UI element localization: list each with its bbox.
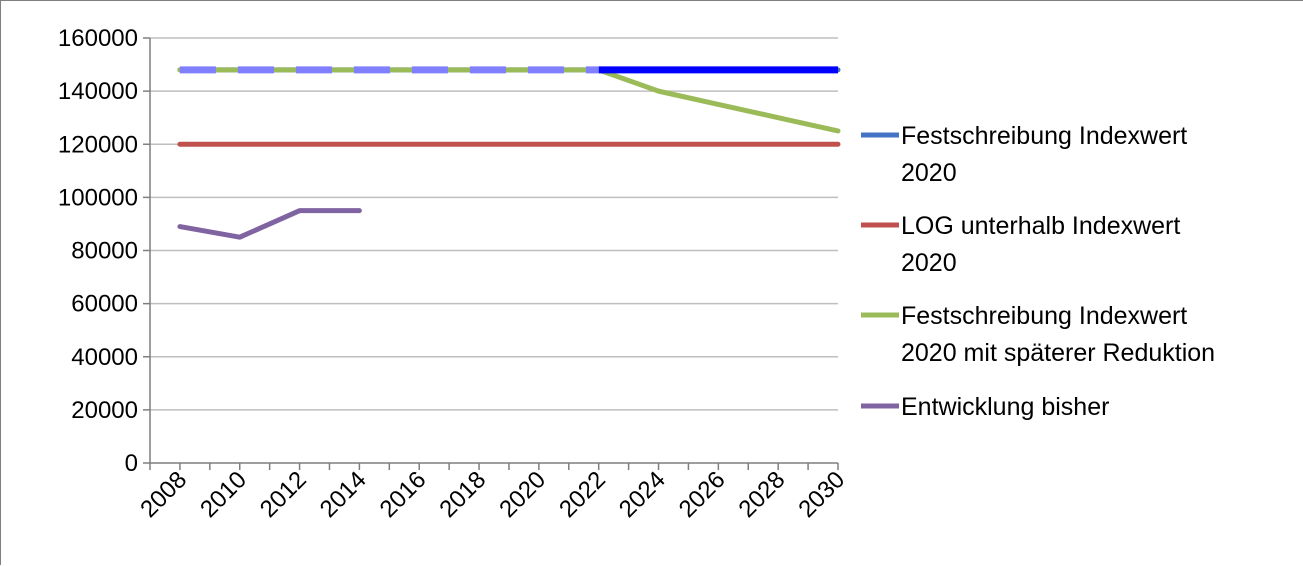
y-tick-label: 140000 xyxy=(58,78,138,105)
grid xyxy=(150,37,838,411)
y-tick-label: 40000 xyxy=(71,344,138,371)
legend-label: Festschreibung Indexwert xyxy=(901,302,1187,330)
legend-label: 2020 mit späterer Reduktion xyxy=(901,339,1215,367)
y-tick-label: 60000 xyxy=(71,291,138,318)
plot-area xyxy=(177,66,841,240)
x-tick-label: 2016 xyxy=(375,466,432,523)
legend-label: 2020 xyxy=(901,249,957,277)
series-line xyxy=(177,208,362,240)
x-tick-label: 2008 xyxy=(135,466,192,523)
x-tick-label: 2022 xyxy=(554,466,611,523)
axes: 0 20000 40000 60000 80000 100000 120000 140000 1… xyxy=(58,25,850,523)
x-tick-label: 2020 xyxy=(494,466,551,523)
legend-label: LOG unterhalb Indexwert xyxy=(901,212,1180,240)
x-tick-label: 2014 xyxy=(315,466,372,523)
x-tick-label: 2028 xyxy=(734,466,791,523)
x-tick-label: 2024 xyxy=(614,466,671,523)
x-tick-label: 2010 xyxy=(195,466,252,523)
y-tick-label: 20000 xyxy=(71,397,138,424)
legend-label: Entwicklung bisher xyxy=(901,393,1109,421)
y-tick-label: 100000 xyxy=(58,184,138,211)
y-tick-label: 160000 xyxy=(58,25,138,52)
legend-label: Festschreibung Indexwert xyxy=(901,122,1187,150)
x-tick-label: 2018 xyxy=(434,466,491,523)
y-tick-label: 120000 xyxy=(58,131,138,158)
x-tick-label: 2026 xyxy=(674,466,731,523)
y-tick-label: 0 xyxy=(125,450,138,477)
legend: Festschreibung Indexwert 2020 LOG unterhal… xyxy=(861,122,1215,421)
x-tick-label: 2030 xyxy=(793,466,850,523)
y-tick-label: 80000 xyxy=(71,238,138,265)
legend-label: 2020 xyxy=(901,159,957,187)
x-tick-label: 2012 xyxy=(255,466,312,523)
series-line xyxy=(177,67,841,134)
